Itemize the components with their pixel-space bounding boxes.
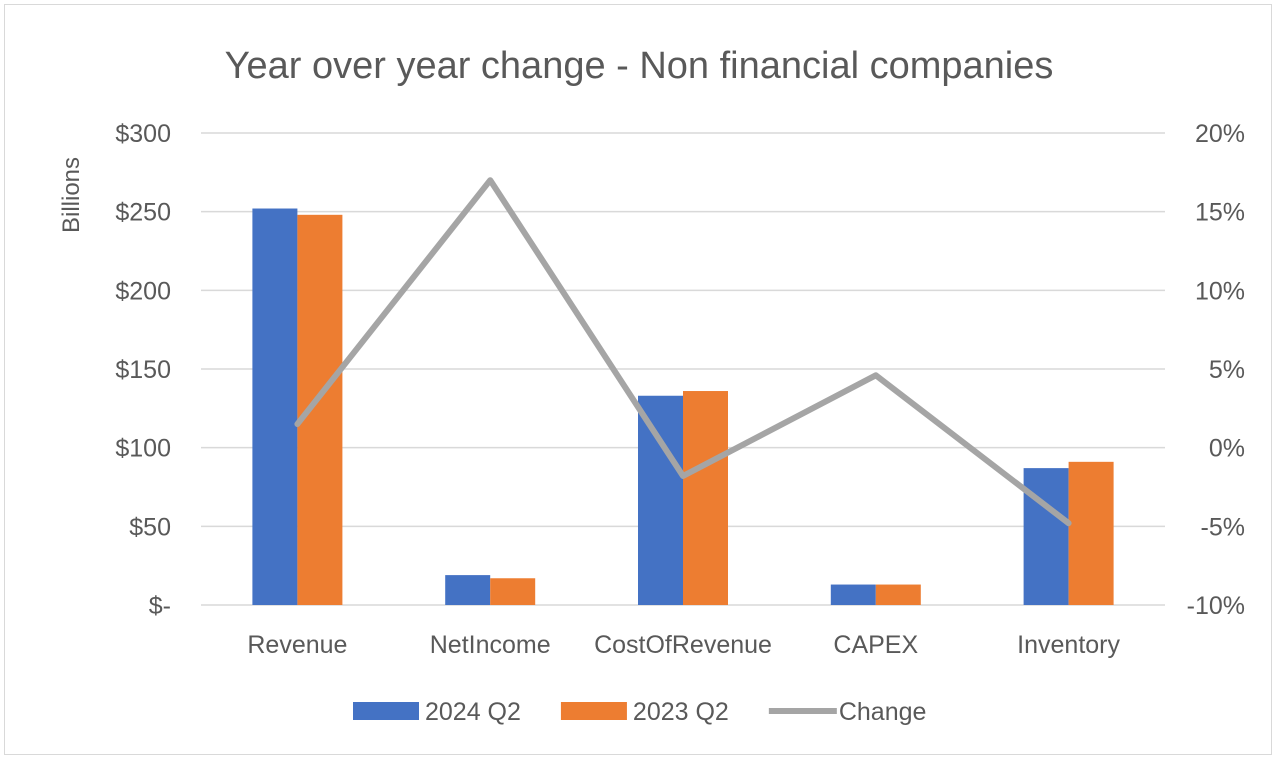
bar-2023-q2-netincome — [490, 578, 536, 605]
x-tick-label: Inventory — [1017, 631, 1120, 659]
y-tick-label: $150 — [115, 356, 171, 384]
y2-axis-ticks: -10% -5% 0% 5% 10% 15% 20% — [1187, 120, 1245, 620]
y-axis-label: Billions — [58, 157, 85, 233]
y-tick-label: $100 — [115, 435, 171, 463]
legend-label-change: Change — [839, 698, 927, 726]
chart-title: Year over year change - Non financial co… — [225, 45, 1054, 87]
change-line — [294, 177, 1072, 527]
y-tick-label: $300 — [115, 120, 171, 148]
legend-label-2023-q2: 2023 Q2 — [633, 698, 729, 726]
y2-tick-label: 0% — [1209, 435, 1245, 463]
x-tick-label: CAPEX — [833, 631, 918, 659]
legend-label-2024-q2: 2024 Q2 — [425, 698, 521, 726]
y2-tick-label: 10% — [1195, 277, 1245, 305]
y-axis-ticks: $- $50 $100 $150 $200 $250 $300 — [115, 120, 171, 620]
legend-swatch-2024-q2 — [353, 702, 419, 720]
x-tick-label: CostOfRevenue — [594, 631, 772, 659]
legend-swatch-2023-q2 — [560, 702, 627, 720]
bars — [252, 208, 1114, 605]
chart: Year over year change - Non financial co… — [58, 45, 1245, 726]
y-tick-label: $200 — [115, 277, 171, 305]
chart-frame: Year over year change - Non financial co… — [4, 4, 1272, 755]
x-tick-label: Revenue — [247, 631, 347, 659]
change-line-layer — [294, 177, 1072, 527]
legend: 2024 Q2 2023 Q2 Change — [353, 698, 926, 726]
bar-2024-q2-capex — [830, 584, 876, 605]
bar-2023-q2-inventory — [1068, 461, 1114, 605]
y2-tick-label: 15% — [1195, 199, 1245, 227]
y-tick-label: $50 — [129, 513, 171, 541]
bar-2024-q2-netincome — [445, 575, 491, 605]
y-tick-label: $- — [149, 592, 171, 620]
bar-2023-q2-capex — [875, 584, 921, 605]
bar-2024-q2-revenue — [252, 208, 298, 605]
bar-2024-q2-inventory — [1023, 468, 1069, 605]
y2-tick-label: -10% — [1187, 592, 1245, 620]
y2-tick-label: 20% — [1195, 120, 1245, 148]
y-tick-label: $250 — [115, 199, 171, 227]
x-tick-label: NetIncome — [430, 631, 551, 659]
bar-2023-q2-revenue — [297, 214, 343, 605]
bar-2023-q2-costofrevenue — [683, 391, 728, 605]
bar-2024-q2-costofrevenue — [638, 395, 683, 605]
x-axis-ticks: Revenue NetIncome CostOfRevenue CAPEX Invent… — [247, 631, 1120, 659]
y2-tick-label: -5% — [1201, 513, 1245, 541]
y2-tick-label: 5% — [1209, 356, 1245, 384]
